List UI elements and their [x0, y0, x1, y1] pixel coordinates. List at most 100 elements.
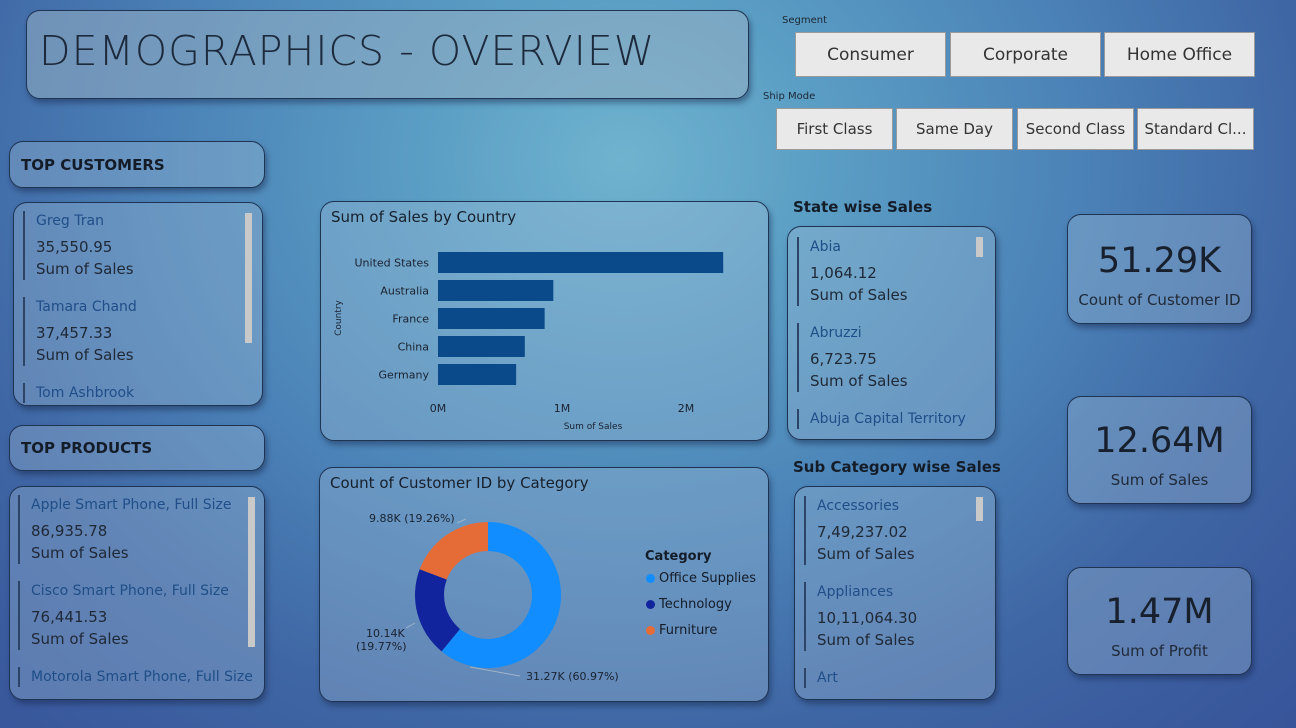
segment-home-office-button[interactable]: Home Office: [1104, 32, 1255, 77]
kpi-label: Sum of Sales: [1110, 471, 1209, 489]
subcategory-name: Accessories: [817, 498, 900, 514]
x-tick-label: 1M: [554, 402, 571, 415]
state-name: Abruzzi: [810, 325, 862, 341]
subcategory-sales-value: 10,11,064.30: [817, 609, 918, 627]
customer-sales-value: 35,550.95: [36, 238, 113, 256]
ship-mode-same-day-button[interactable]: Same Day: [896, 108, 1013, 150]
customer-sales-label: Sum of Sales: [36, 346, 134, 364]
legend-dot: [646, 600, 655, 609]
sales-by-country-card: Sum of Sales by Country United States Aus…: [320, 201, 769, 441]
sales-by-country-title: Sum of Sales by Country: [331, 208, 517, 226]
bar-france[interactable]: [438, 308, 545, 329]
title-card: DEMOGRAPHICS - OVERVIEW: [26, 10, 749, 99]
kpi-card-sum-of-sales: 12.64M Sum of Sales: [1067, 396, 1252, 504]
customers-by-category-title: Count of Customer ID by Category: [330, 474, 589, 492]
list-item[interactable]: Motorola Smart Phone, Full Size: [18, 667, 253, 687]
x-axis-title: Sum of Sales: [564, 422, 623, 432]
scrollbar-thumb[interactable]: [976, 497, 983, 521]
customer-sales-label: Sum of Sales: [36, 260, 134, 278]
top-customers-list[interactable]: Greg Tran 35,550.95 Sum of Sales Tamara …: [13, 202, 263, 406]
top-products-heading: TOP PRODUCTS: [21, 439, 153, 457]
x-tick-label: 0M: [430, 402, 447, 415]
customer-name: Greg Tran: [36, 213, 104, 229]
customer-sales-value: 37,457.33: [36, 324, 113, 342]
subcategory-sales-list[interactable]: Accessories 7,49,237.02 Sum of Sales App…: [794, 486, 996, 700]
state-sales-value: 6,723.75: [810, 350, 877, 368]
segment-corporate-button[interactable]: Corporate: [950, 32, 1101, 77]
legend-dot: [646, 574, 655, 583]
state-sales-value: 1,064.12: [810, 264, 877, 282]
ship-mode-slicer-label: Ship Mode: [763, 91, 816, 102]
bar-china[interactable]: [438, 336, 525, 357]
top-products-list[interactable]: Apple Smart Phone, Full Size 86,935.78 S…: [9, 486, 265, 700]
subcategory-sales-heading: Sub Category wise Sales: [793, 458, 1001, 476]
kpi-value: 12.64M: [1094, 421, 1225, 461]
customers-by-category-chart: 31.27K (60.97%) 10.14K (19.77%) 9.88K (19.2…: [356, 512, 619, 683]
donut-slice-technology[interactable]: [415, 569, 461, 652]
kpi-card-customer-count: 51.29K Count of Customer ID: [1067, 214, 1252, 324]
legend-dot: [646, 626, 655, 635]
y-tick-label: United States: [355, 257, 430, 270]
product-name: Apple Smart Phone, Full Size: [31, 497, 232, 513]
ship-mode-first-class-button[interactable]: First Class: [776, 108, 893, 150]
legend-label: Office Supplies: [659, 571, 757, 586]
list-item[interactable]: Cisco Smart Phone, Full Size 76,441.53 S…: [18, 581, 229, 650]
bar-australia[interactable]: [438, 280, 554, 301]
list-item[interactable]: Tamara Chand 37,457.33 Sum of Sales: [23, 297, 137, 366]
customer-name: Tamara Chand: [36, 299, 137, 315]
data-label-leader-line: [456, 518, 467, 524]
data-label: 9.88K (19.26%): [369, 512, 455, 525]
top-customers-header: TOP CUSTOMERS: [9, 141, 265, 188]
product-sales-value: 86,935.78: [31, 522, 108, 540]
product-sales-value: 76,441.53: [31, 608, 108, 626]
subcategory-sales-label: Sum of Sales: [817, 631, 915, 649]
sales-by-country-chart: United States Australia France China Germany…: [334, 252, 724, 432]
list-item[interactable]: Greg Tran 35,550.95 Sum of Sales: [23, 211, 134, 280]
scrollbar-thumb[interactable]: [976, 237, 983, 257]
legend-label: Technology: [659, 597, 732, 612]
legend-item-office-supplies[interactable]: Office Supplies: [646, 571, 756, 586]
y-tick-label: Australia: [380, 285, 429, 298]
data-label-leader-line: [469, 666, 521, 677]
product-name: Motorola Smart Phone, Full Size: [31, 669, 253, 685]
donut-slice-furniture[interactable]: [419, 522, 488, 580]
donut-slice-office-supplies[interactable]: [441, 522, 561, 668]
list-item[interactable]: Abia 1,064.12 Sum of Sales: [797, 237, 908, 306]
list-item[interactable]: Apple Smart Phone, Full Size 86,935.78 S…: [18, 495, 232, 564]
list-item[interactable]: Abruzzi 6,723.75 Sum of Sales: [797, 323, 908, 392]
state-sales-label: Sum of Sales: [810, 286, 908, 304]
legend-label: Furniture: [659, 623, 718, 638]
x-tick-label: 2M: [678, 402, 695, 415]
kpi-value: 51.29K: [1097, 241, 1222, 281]
ship-mode-second-class-button[interactable]: Second Class: [1017, 108, 1134, 150]
subcategory-sales-label: Sum of Sales: [817, 545, 915, 563]
state-sales-heading: State wise Sales: [793, 198, 933, 216]
list-item[interactable]: Abuja Capital Territory: [797, 409, 966, 429]
top-customers-heading: TOP CUSTOMERS: [21, 155, 165, 174]
legend-item-technology[interactable]: Technology: [646, 597, 732, 612]
legend-title: Category: [645, 549, 712, 564]
bar-germany[interactable]: [438, 364, 517, 385]
ship-mode-standard-class-button[interactable]: Standard Cl...: [1137, 108, 1254, 150]
kpi-label: Count of Customer ID: [1078, 291, 1241, 309]
y-tick-label: China: [398, 341, 429, 354]
scrollbar-thumb[interactable]: [245, 213, 252, 343]
list-item[interactable]: Tom Ashbrook: [23, 383, 134, 403]
state-sales-list[interactable]: Abia 1,064.12 Sum of Sales Abruzzi 6,723…: [787, 226, 996, 440]
product-sales-label: Sum of Sales: [31, 630, 129, 648]
list-item[interactable]: Accessories 7,49,237.02 Sum of Sales: [804, 496, 915, 565]
list-item[interactable]: Appliances 10,11,064.30 Sum of Sales: [804, 582, 917, 651]
legend-item-furniture[interactable]: Furniture: [646, 623, 717, 638]
data-label-leader-line: [405, 622, 416, 629]
subcategory-name: Art: [817, 670, 838, 686]
segment-slicer-label: Segment: [782, 15, 827, 26]
scrollbar-thumb[interactable]: [248, 497, 255, 647]
segment-consumer-button[interactable]: Consumer: [795, 32, 946, 77]
bar-united-states[interactable]: [438, 252, 724, 273]
kpi-card-sum-of-profit: 1.47M Sum of Profit: [1067, 567, 1252, 675]
y-tick-label: France: [392, 313, 429, 326]
kpi-label: Sum of Profit: [1111, 642, 1208, 660]
list-item[interactable]: Art: [804, 668, 838, 688]
customers-by-category-card: Count of Customer ID by Category 31.27K …: [319, 467, 769, 702]
page-title: DEMOGRAPHICS - OVERVIEW: [39, 27, 656, 75]
